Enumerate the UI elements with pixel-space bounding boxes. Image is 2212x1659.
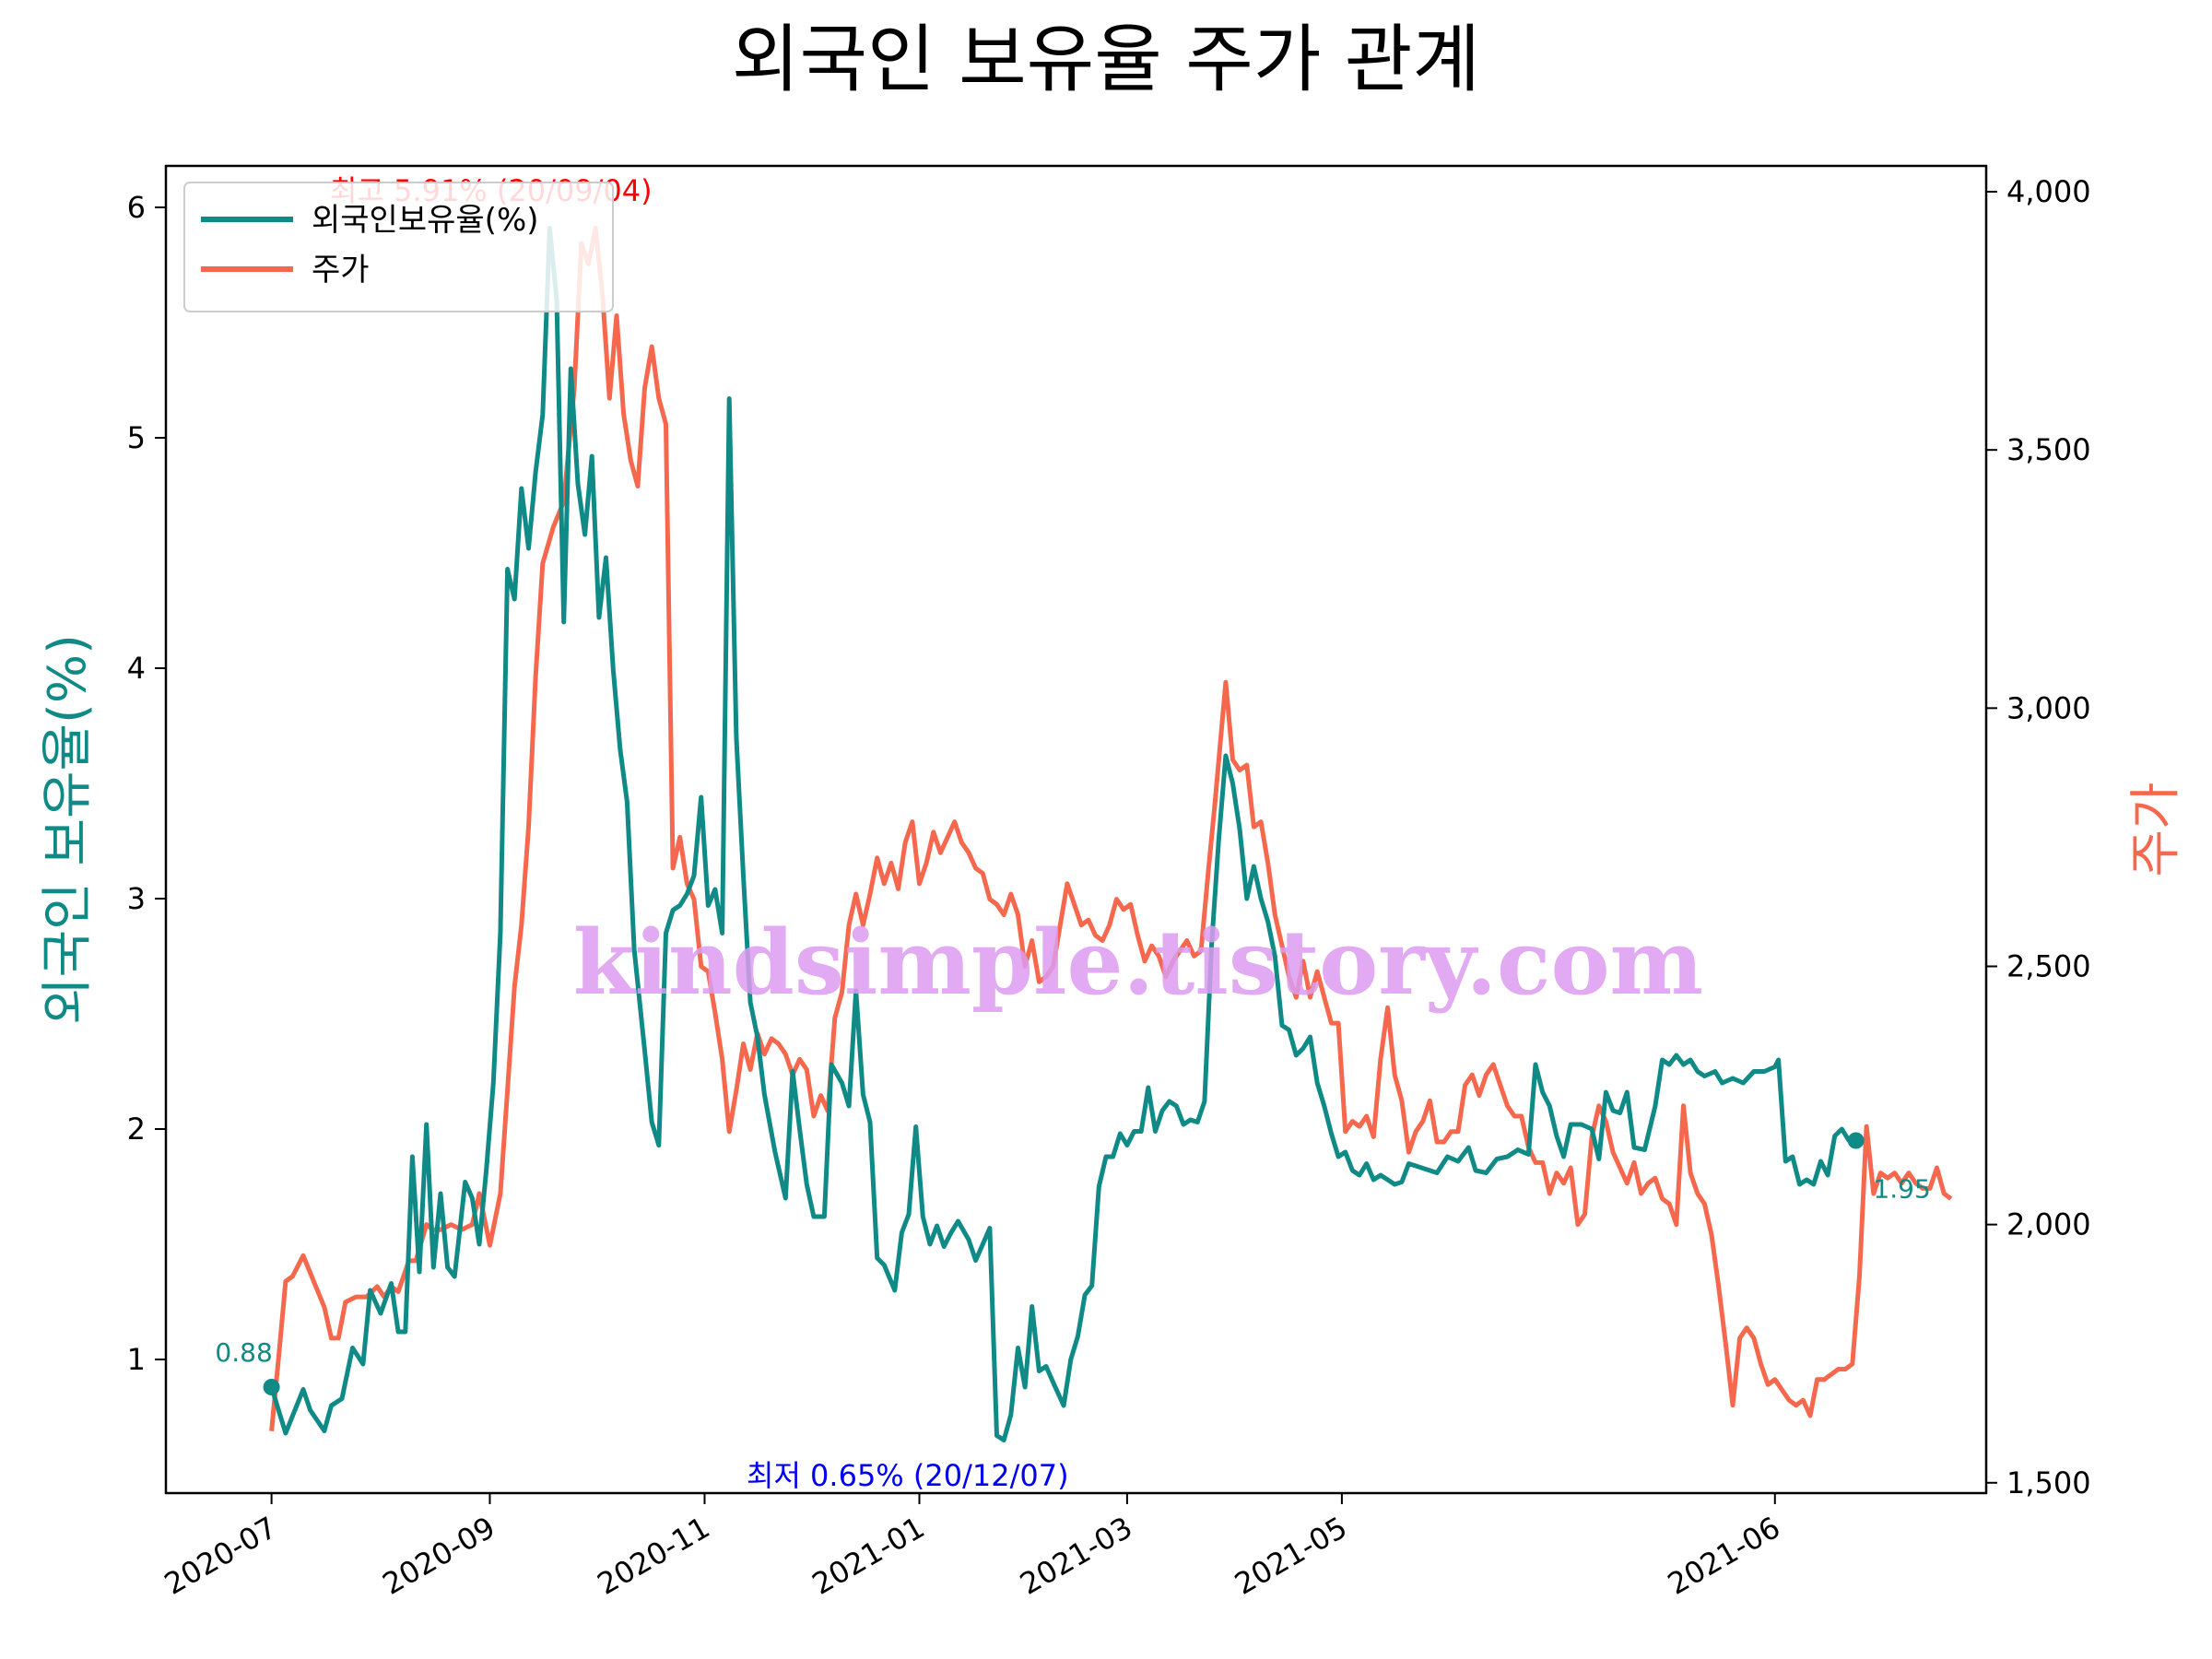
y-right-tick-label: 1,500 xyxy=(2006,1465,2091,1500)
y-axis-left: 1 2 3 4 5 6 xyxy=(127,190,166,1377)
x-tick-label: 2021-03 xyxy=(1014,1510,1138,1602)
x-tick-label: 2020-07 xyxy=(159,1510,283,1602)
start-value-label: 0.88 xyxy=(215,1337,272,1368)
legend-label-price: 주가 xyxy=(312,252,370,288)
x-tick-label: 2021-05 xyxy=(1229,1510,1353,1602)
legend-box xyxy=(183,182,614,312)
y-left-tick-label: 3 xyxy=(127,881,146,916)
y-axis-right-label: 주가 xyxy=(2126,782,2186,877)
y-right-tick-label: 3,500 xyxy=(2006,432,2091,467)
y-right-tick-label: 2,000 xyxy=(2006,1207,2091,1242)
end-marker xyxy=(1847,1132,1865,1149)
min-annotation: 최저 0.65% (20/12/07) xyxy=(747,1458,1069,1493)
watermark: kindsimple.tistory.com xyxy=(573,911,1703,1015)
x-tick-label: 2020-09 xyxy=(377,1510,501,1602)
y-left-tick-label: 6 xyxy=(127,190,146,225)
legend: 외국인보유율(%) 주가 xyxy=(183,182,614,312)
y-left-tick-label: 4 xyxy=(127,651,146,686)
x-axis: 2020-07 2020-09 2020-11 2021-01 2021-03 2021-… xyxy=(159,1493,1786,1602)
y-right-tick-label: 3,000 xyxy=(2006,690,2091,725)
y-axis-right: 1,500 2,000 2,500 3,000 3,500 4,000 xyxy=(1986,174,2091,1500)
y-left-tick-label: 1 xyxy=(127,1342,146,1377)
start-marker xyxy=(263,1379,280,1395)
y-left-tick-label: 5 xyxy=(127,420,146,455)
y-right-tick-label: 2,500 xyxy=(2006,948,2091,983)
x-tick-label: 2020-11 xyxy=(592,1510,716,1602)
y-right-tick-label: 4,000 xyxy=(2006,174,2091,209)
chart-title: 외국인 보유율 주가 관계 xyxy=(732,17,1480,102)
x-tick-label: 2021-06 xyxy=(1662,1510,1786,1602)
y-axis-left-label: 외국인 보유율(%) xyxy=(38,634,98,1025)
end-value-label: 1.95 xyxy=(1873,1174,1930,1205)
plot-frame xyxy=(164,164,1988,1495)
y-left-tick-label: 2 xyxy=(127,1112,146,1147)
x-tick-label: 2021-01 xyxy=(806,1510,931,1602)
legend-label-foreign: 외국인보유율(%) xyxy=(312,202,539,239)
plot-area xyxy=(164,164,1988,1495)
